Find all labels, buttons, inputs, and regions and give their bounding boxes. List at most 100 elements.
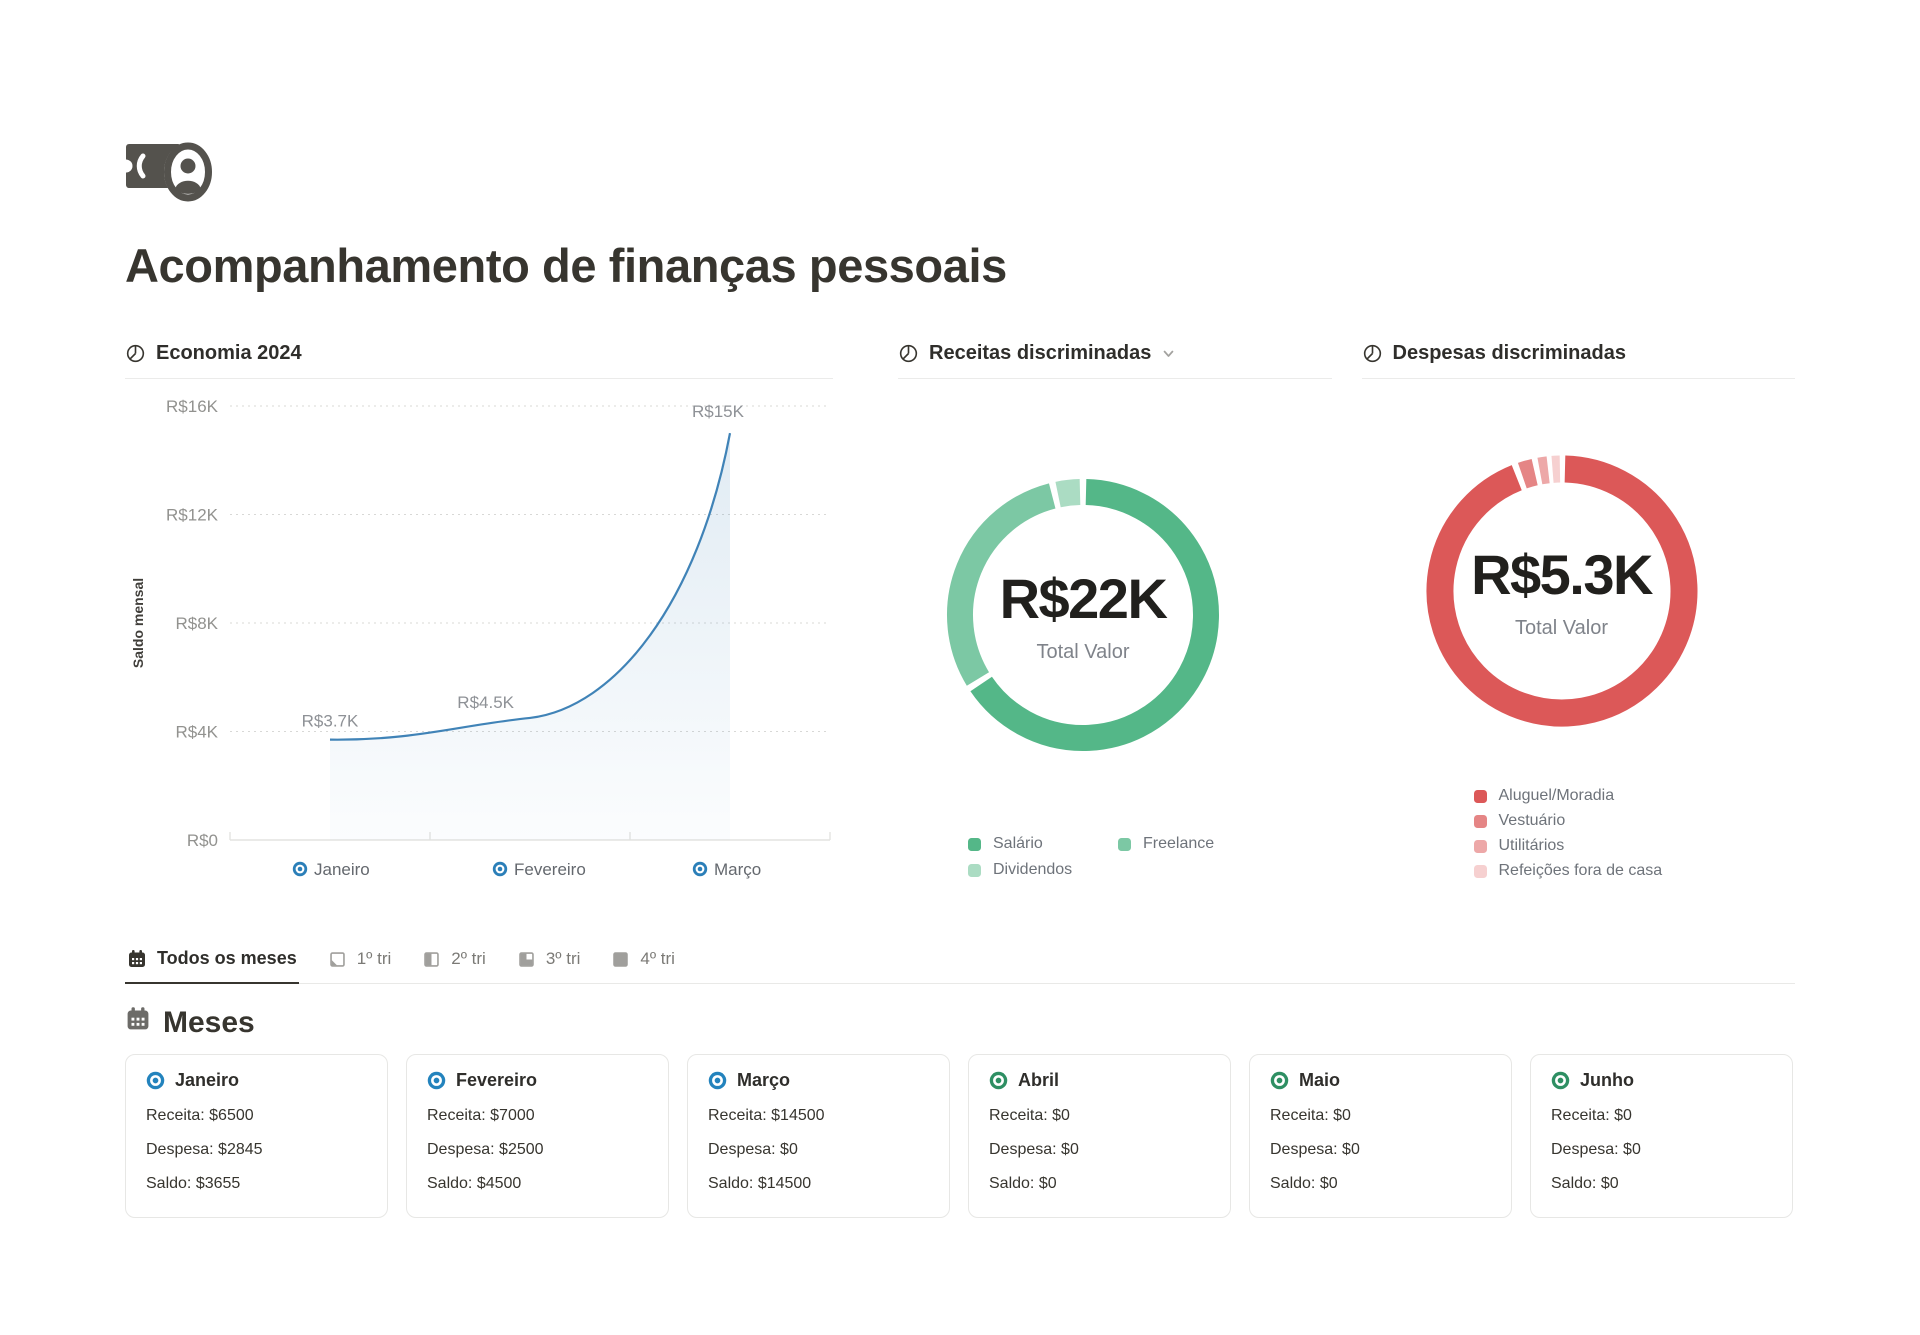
section-header-economia[interactable]: Economia 2024 xyxy=(125,342,833,378)
card-saldo-line: Saldo: $0 xyxy=(989,1175,1210,1193)
month-card-fevereiro[interactable]: Fevereiro Receita: $7000 Despesa: $2500 Sal… xyxy=(406,1054,669,1218)
card-month-name: Fevereiro xyxy=(456,1070,537,1091)
section-despesas: Despesas discriminadas R$5.3K Total Valo… xyxy=(1362,342,1796,904)
quarter-1-icon xyxy=(328,950,347,969)
donut-despesas: R$5.3K Total Valor xyxy=(1422,451,1702,731)
pie-chart-icon xyxy=(1362,343,1383,364)
calendar-icon xyxy=(127,949,147,969)
month-bullet-icon xyxy=(1551,1071,1570,1090)
legend-item: Aluguel/Moradia xyxy=(1474,787,1796,805)
card-month-name: Abril xyxy=(1018,1070,1059,1091)
card-despesa-line: Despesa: $2500 xyxy=(427,1141,648,1159)
chevron-down-icon[interactable] xyxy=(1161,346,1176,361)
section-title-receitas: Receitas discriminadas xyxy=(929,342,1151,365)
y-tick-label: R$0 xyxy=(187,831,218,850)
x-axis-month-marker: Março xyxy=(693,860,761,879)
tab-label: 4º tri xyxy=(640,949,675,969)
meses-heading: Meses xyxy=(125,1006,1795,1040)
legend-label: Refeições fora de casa xyxy=(1499,862,1663,880)
tab-todos-os-meses[interactable]: Todos os meses xyxy=(125,938,299,984)
card-title-row: Maio xyxy=(1270,1070,1491,1091)
card-receita-line: Receita: $6500 xyxy=(146,1107,367,1125)
data-point-label: R$15K xyxy=(692,403,745,422)
legend-swatch xyxy=(1474,790,1487,803)
y-axis-title: Saldo mensal xyxy=(130,578,146,668)
quarter-4-icon xyxy=(611,950,630,969)
donut-segment-aluguel-moradia xyxy=(1440,469,1684,713)
tab-1-tri[interactable]: 1º tri xyxy=(326,939,394,984)
card-receita-line: Receita: $0 xyxy=(1270,1107,1491,1125)
divider xyxy=(1362,378,1796,379)
data-point-label: R$3.7K xyxy=(302,712,359,731)
tabs-bar: Todos os meses 1º tri 2º tri 3º tri 4º t… xyxy=(125,938,1795,984)
page-title: Acompanhamento de finanças pessoais xyxy=(125,238,1795,294)
card-receita-line: Receita: $0 xyxy=(989,1107,1210,1125)
x-axis-month-marker: Fevereiro xyxy=(493,860,586,879)
card-receita-line: Receita: $0 xyxy=(1551,1107,1772,1125)
card-receita-line: Receita: $14500 xyxy=(708,1107,929,1125)
tab-3-tri[interactable]: 3º tri xyxy=(515,939,583,984)
donut-segment-sal-rio xyxy=(981,492,1206,738)
card-saldo-line: Saldo: $0 xyxy=(1270,1175,1491,1193)
month-bullet-icon xyxy=(427,1071,446,1090)
card-title-row: Junho xyxy=(1551,1070,1772,1091)
month-bullet-icon xyxy=(1270,1071,1289,1090)
section-title-despesas: Despesas discriminadas xyxy=(1393,342,1626,365)
card-despesa-line: Despesa: $0 xyxy=(1270,1141,1491,1159)
section-header-despesas[interactable]: Despesas discriminadas xyxy=(1362,342,1796,378)
y-tick-label: R$8K xyxy=(175,614,218,633)
donut-chart-receitas xyxy=(943,475,1223,755)
month-bullet-icon xyxy=(989,1071,1008,1090)
tab-2-tri[interactable]: 2º tri xyxy=(420,939,488,984)
meses-heading-label: Meses xyxy=(163,1006,255,1040)
month-card-abril[interactable]: Abril Receita: $0 Despesa: $0 Saldo: $0 xyxy=(968,1054,1231,1218)
month-bullet-icon xyxy=(146,1071,165,1090)
donut-segment-utilit-rios xyxy=(1539,470,1547,471)
card-despesa-line: Despesa: $0 xyxy=(989,1141,1210,1159)
card-despesa-line: Despesa: $0 xyxy=(708,1141,929,1159)
legend-label: Dividendos xyxy=(993,861,1072,879)
donut-receitas: R$22K Total Valor xyxy=(943,475,1223,755)
month-bullet-icon xyxy=(1270,1071,1289,1090)
quarter-3-icon xyxy=(517,950,536,969)
month-card-maio[interactable]: Maio Receita: $0 Despesa: $0 Saldo: $0 xyxy=(1249,1054,1512,1218)
card-month-name: Março xyxy=(737,1070,790,1091)
card-receita-line: Receita: $7000 xyxy=(427,1107,648,1125)
card-title-row: Fevereiro xyxy=(427,1070,648,1091)
data-point-label: R$4.5K xyxy=(457,693,514,712)
legend-swatch xyxy=(1474,815,1487,828)
section-header-receitas[interactable]: Receitas discriminadas xyxy=(898,342,1332,378)
x-axis-month-marker: Janeiro xyxy=(293,860,370,879)
month-bullet-icon xyxy=(989,1071,1008,1090)
section-title-economia: Economia 2024 xyxy=(156,342,302,365)
month-bullet-icon xyxy=(146,1071,165,1090)
card-month-name: Maio xyxy=(1299,1070,1340,1091)
tab-4-tri[interactable]: 4º tri xyxy=(609,939,677,984)
legend-swatch xyxy=(1474,865,1487,878)
month-bullet-icon xyxy=(1551,1071,1570,1090)
month-bullet-icon xyxy=(427,1071,446,1090)
donut-chart-despesas xyxy=(1422,451,1702,731)
legend-swatch xyxy=(968,838,981,851)
card-saldo-line: Saldo: $4500 xyxy=(427,1175,648,1193)
pie-chart-icon xyxy=(125,343,146,364)
legend-item: Refeições fora de casa xyxy=(1474,862,1796,880)
page: Acompanhamento de finanças pessoais Econ… xyxy=(0,136,1920,1218)
month-bullet-icon xyxy=(708,1071,727,1090)
section-receitas: Receitas discriminadas R$22K Total Valor… xyxy=(898,342,1332,904)
donut-segment-vestu-rio xyxy=(1522,472,1534,476)
y-tick-label: R$4K xyxy=(175,723,218,742)
y-tick-label: R$16K xyxy=(166,397,219,416)
legend-item: Dividendos xyxy=(968,861,1118,879)
card-despesa-line: Despesa: $0 xyxy=(1551,1141,1772,1159)
banknote-portrait-icon[interactable] xyxy=(125,136,222,202)
tab-label: 1º tri xyxy=(357,949,392,969)
